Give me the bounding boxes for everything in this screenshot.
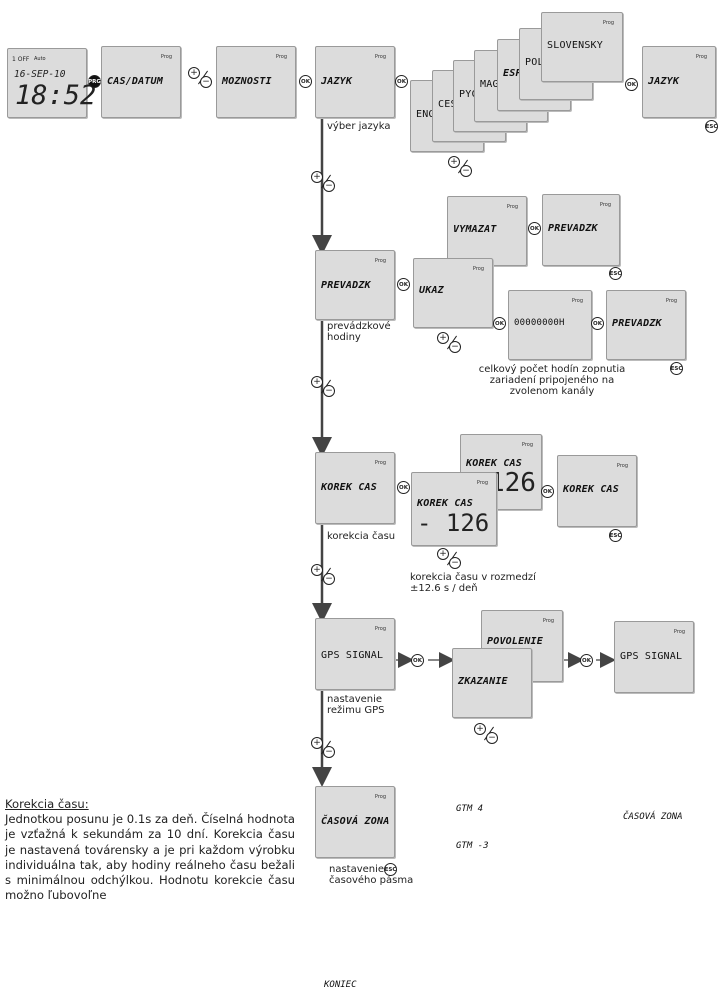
ok-button[interactable]: OK — [395, 75, 408, 88]
plus-minus-buttons[interactable]: + − — [311, 171, 337, 193]
lcd-moznosti: Prog MOZNOSTI — [216, 46, 296, 118]
esc-button[interactable]: ESC — [609, 529, 622, 542]
lcd-prevadzk-after-counter: Prog PREVADZK — [606, 290, 686, 360]
time-display: 18:52 — [15, 80, 97, 111]
lcd-vymazat: Prog VYMAZAT — [447, 196, 527, 266]
ok-button[interactable]: OK — [541, 485, 554, 498]
start-display: 1 OFF Auto 16-SEP-10 18:52 — [7, 48, 96, 118]
plus-minus-buttons[interactable]: + − — [311, 737, 337, 759]
prg-button[interactable]: PRG — [88, 75, 101, 88]
lcd-ukaz: Prog UKAZ — [413, 258, 493, 328]
ok-button[interactable]: OK — [528, 222, 541, 235]
plus-minus-buttons[interactable]: + − — [311, 376, 337, 398]
zona-caption: nastavenie časového pásma — [329, 864, 414, 886]
ok-button[interactable]: OK — [397, 481, 410, 494]
moznosti-label: MOZNOSTI — [222, 76, 272, 87]
ok-button[interactable]: OK — [580, 654, 593, 667]
lcd-casova-zona: Prog ČASOVÁ ZONA — [315, 786, 395, 858]
jazyk-caption: výber jazyka — [327, 121, 391, 132]
koniec-text: KONIEC — [324, 980, 357, 990]
prevadzk-caption: prevádzkové hodiny — [327, 321, 391, 343]
korekcia-note: Korekcia času: Jednotkou posunu je 0.1s … — [5, 797, 295, 903]
plus-minus-buttons[interactable]: + − — [437, 548, 463, 570]
slovensky-label: SLOVENSKY — [547, 40, 603, 51]
plus-minus-buttons[interactable]: + − — [311, 564, 337, 586]
ok-button[interactable]: OK — [411, 654, 424, 667]
lcd-cas-datum: Prog CAS/DATUM — [101, 46, 181, 118]
gtm-minus-text: GTM -3 — [456, 841, 489, 851]
plus-minus-buttons[interactable]: + − — [474, 723, 500, 745]
ok-button[interactable]: OK — [591, 317, 604, 330]
counter-caption: celkový počet hodín zopnutia zariadení p… — [478, 364, 626, 397]
lcd-gps-signal: Prog GPS SIGNAL — [315, 618, 395, 690]
lcd-korek-end: Prog KOREK CAS — [557, 455, 637, 527]
lcd-jazyk-end: Prog JAZYK — [642, 46, 716, 118]
plus-minus-buttons[interactable]: + − — [437, 332, 463, 354]
ok-button[interactable]: OK — [299, 75, 312, 88]
korek-range-caption: korekcia času v rozmedzí ±12.6 s / deň — [410, 572, 536, 594]
korek-caption: korekcia času — [327, 531, 396, 542]
esc-button[interactable]: ESC — [609, 267, 622, 280]
note-heading: Korekcia času: — [5, 797, 89, 811]
plus-minus-buttons[interactable]: + − — [188, 67, 214, 89]
lcd-korek-front: Prog KOREK CAS - 126 — [411, 472, 497, 546]
lcd-gps-end: Prog GPS SIGNAL — [614, 621, 694, 693]
lcd-korek-cas: Prog KOREK CAS — [315, 452, 395, 524]
plus-minus-buttons[interactable]: + − — [448, 156, 474, 178]
zona-end-text: ČASOVÁ ZONA — [623, 812, 683, 822]
lcd-prevadzk: Prog PREVADZK — [315, 250, 395, 320]
jazyk-label: JAZYK — [321, 76, 353, 87]
esc-button[interactable]: ESC — [384, 863, 397, 876]
lcd-jazyk: Prog JAZYK — [315, 46, 395, 118]
cas-datum-label: CAS/DATUM — [107, 76, 163, 87]
ok-button[interactable]: OK — [625, 78, 638, 91]
lcd-counter: Prog 00000000H — [508, 290, 592, 360]
lcd-zkazanie: ZKAZANIE — [452, 648, 532, 718]
channel-label: 1 OFF — [12, 56, 30, 63]
note-body: Jednotkou posunu je 0.1s za deň. Číselná… — [5, 812, 295, 903]
date-display: 16-SEP-10 — [14, 69, 66, 80]
auto-label: Auto — [34, 56, 46, 62]
gps-caption: nastavenie režimu GPS — [327, 694, 385, 716]
gtm-plus-text: GTM 4 — [456, 804, 484, 814]
ok-button[interactable]: OK — [397, 278, 410, 291]
esc-button[interactable]: ESC — [705, 120, 718, 133]
ok-button[interactable]: OK — [493, 317, 506, 330]
esc-button[interactable]: ESC — [670, 362, 683, 375]
lcd-lang-slovensky: Prog SLOVENSKY — [541, 12, 623, 82]
lcd-prevadzk-after-vymazat: Prog PREVADZK — [542, 194, 620, 266]
